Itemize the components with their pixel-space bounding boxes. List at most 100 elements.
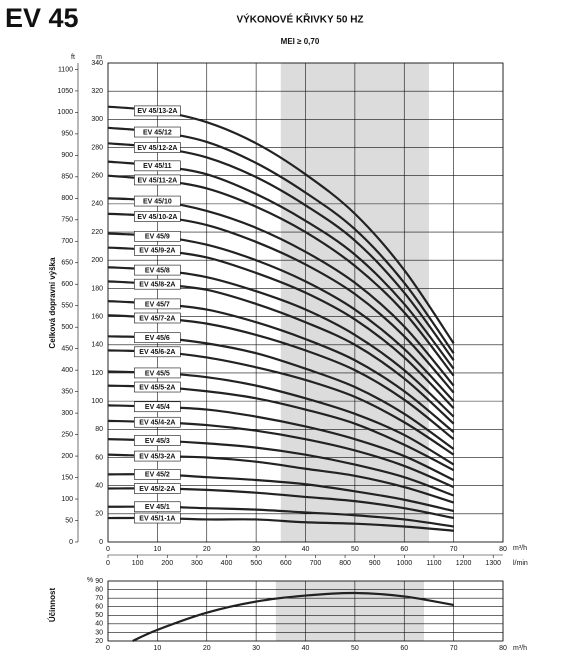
y2-tick-label: 450 [61, 346, 73, 353]
y-tick-label: 20 [95, 638, 103, 645]
y-tick-label: 50 [95, 612, 103, 619]
y-tick-label: 60 [95, 454, 103, 461]
legend-box [134, 126, 181, 138]
y2-tick-label: 100 [61, 496, 73, 503]
x-tick-label: 0 [106, 645, 110, 652]
legend-label: EV 45/6-2A [139, 349, 175, 356]
x-tick-label: 20 [203, 645, 211, 652]
legend-label: EV 45/3-2A [139, 453, 175, 460]
y2-tick-label: 200 [61, 453, 73, 460]
legend-box [134, 416, 181, 428]
x2-tick-label: 0 [106, 560, 110, 567]
x2-tick-label: 700 [310, 560, 322, 567]
y-unit: % [87, 577, 93, 584]
y2-tick-label: 600 [61, 281, 73, 288]
legend-label: EV 45/1-1A [139, 515, 175, 522]
legend-label: EV 45/12 [143, 129, 172, 136]
x2-tick-label: 900 [369, 560, 381, 567]
legend-box [134, 401, 181, 413]
curve [132, 591, 454, 643]
y2-tick-label: 750 [61, 217, 73, 224]
y2-tick-label: 650 [61, 260, 73, 267]
page-title: EV 45 [5, 3, 79, 33]
legend-label: EV 45/7 [145, 301, 170, 308]
y2-tick-label: 150 [61, 474, 73, 481]
x2-tick-label: 1100 [426, 560, 441, 567]
y2-tick-label: 350 [61, 388, 73, 395]
x2-tick-label: 1300 [485, 560, 501, 567]
y-tick-label: 320 [91, 88, 103, 95]
legend-label: EV 45/8 [145, 267, 170, 274]
x-tick-label: 80 [499, 546, 507, 553]
y-tick-label: 80 [95, 586, 103, 593]
y2-tick-label: 500 [61, 324, 73, 331]
y-axis-label: Celková dopravní výška [48, 257, 57, 349]
legend-label: EV 45/5 [145, 370, 170, 377]
legend-box [134, 450, 181, 462]
legend-label: EV 45/11 [143, 163, 172, 170]
legend-box [134, 160, 181, 172]
x2-tick-label: 1000 [397, 560, 413, 567]
x-tick-label: 70 [450, 645, 458, 652]
legend-box [134, 211, 181, 222]
x-tick-label: 60 [400, 645, 408, 652]
y2-tick-label: 700 [61, 238, 73, 245]
x2-unit: l/min [513, 560, 528, 567]
y-tick-label: 20 [95, 511, 103, 518]
x-tick-label: 20 [203, 546, 211, 553]
y2-tick-label: 550 [61, 303, 73, 310]
x-tick-label: 40 [302, 546, 310, 553]
y-tick-label: 40 [95, 621, 103, 628]
x-tick-label: 80 [499, 645, 507, 652]
highlight-band [275, 581, 424, 641]
annotation: MEI ≥ 0,70 [281, 37, 320, 46]
x-tick-label: 10 [153, 645, 161, 652]
legend-label: EV 45/4-2A [139, 420, 175, 427]
legend-box [134, 278, 181, 290]
y-tick-label: 0 [99, 539, 103, 546]
legend-box [134, 512, 181, 524]
x-tick-label: 70 [450, 546, 458, 553]
x-tick-label: 10 [153, 546, 161, 553]
x2-tick-label: 100 [132, 560, 144, 567]
x-tick-label: 50 [351, 546, 359, 553]
legend-label: EV 45/10 [143, 198, 172, 205]
legend-label: EV 45/12-2A [137, 145, 177, 152]
legend-label: EV 45/2-2A [139, 486, 175, 493]
legend-box [134, 469, 181, 480]
y-tick-label: 30 [95, 629, 103, 636]
y2-tick-label: 1000 [57, 109, 73, 116]
legend-box [134, 298, 181, 310]
legend-box [134, 367, 181, 379]
legend-label: EV 45/9 [145, 234, 170, 241]
x-tick-label: 40 [302, 645, 310, 652]
legend-box [134, 105, 181, 117]
legend-box [134, 230, 181, 242]
y-tick-label: 340 [91, 60, 103, 67]
legend-box [134, 195, 181, 207]
legend-box [134, 174, 181, 186]
legend-label: EV 45/9-2A [139, 248, 175, 255]
legend-label: EV 45/5-2A [139, 384, 175, 391]
legend-box [134, 245, 181, 256]
y2-unit: ft [71, 54, 75, 61]
x-unit: m³/h [513, 645, 527, 652]
legend-label: EV 45/10-2A [137, 214, 177, 221]
y2-tick-label: 300 [61, 410, 73, 417]
legend-label: EV 45/8-2A [139, 282, 175, 289]
y-unit: m [96, 54, 102, 61]
y-tick-label: 180 [91, 285, 103, 292]
y2-tick-label: 0 [69, 539, 73, 546]
x-tick-label: 60 [400, 546, 408, 553]
y-tick-label: 120 [91, 370, 103, 377]
x2-tick-label: 600 [280, 560, 292, 567]
plot-frame [107, 580, 504, 642]
plot-frame [107, 62, 504, 543]
x-tick-label: 0 [106, 546, 110, 553]
legend-label: EV 45/7-2A [139, 315, 175, 322]
x2-tick-label: 500 [250, 560, 262, 567]
legend-label: EV 45/1 [145, 504, 170, 511]
y2-tick-label: 800 [61, 195, 73, 202]
y-tick-label: 200 [91, 257, 103, 264]
